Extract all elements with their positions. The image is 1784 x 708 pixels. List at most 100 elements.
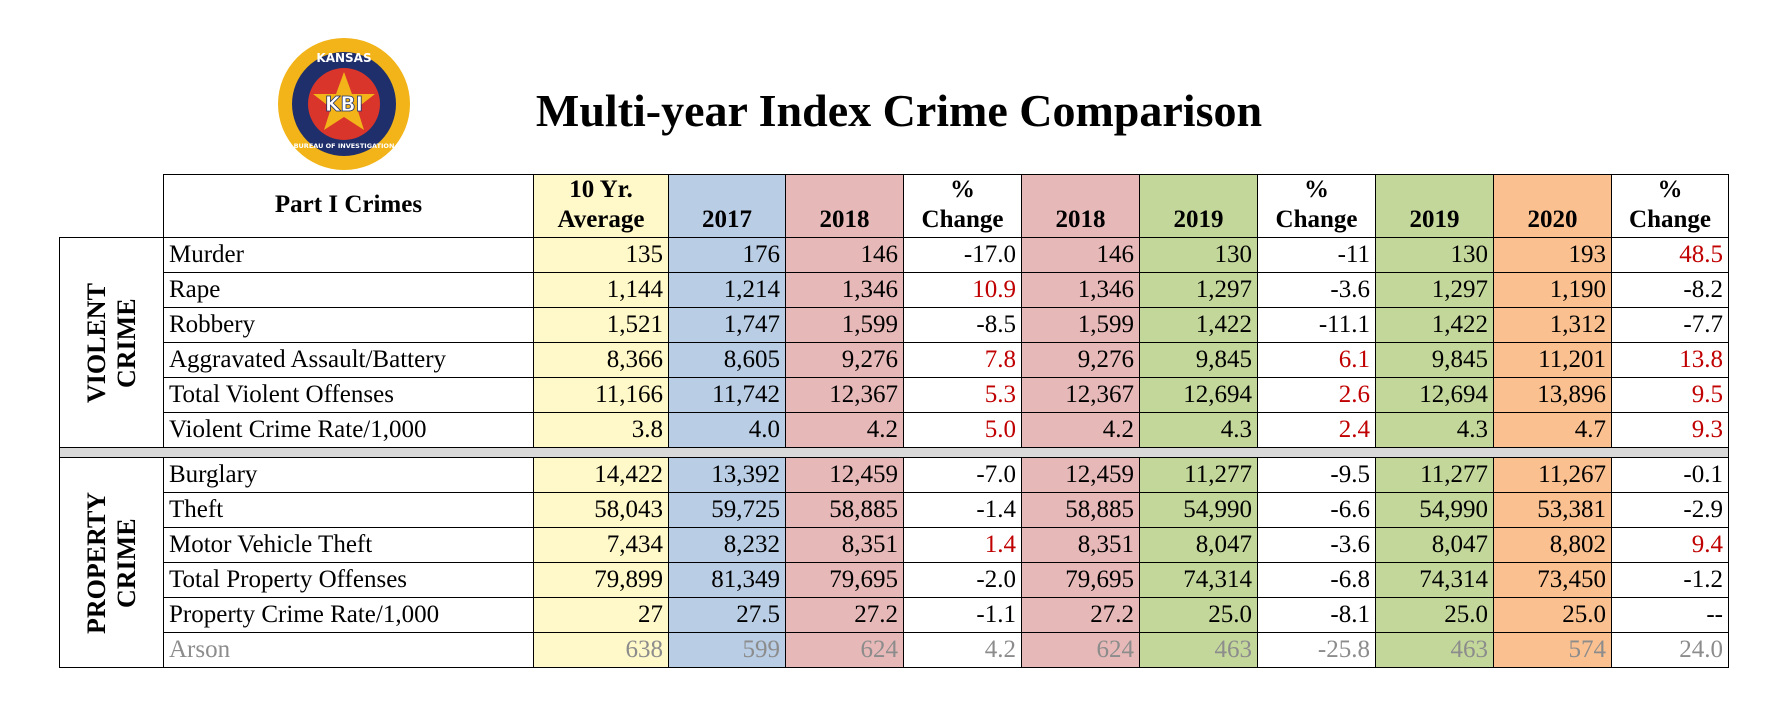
- cell: 8,232: [668, 527, 786, 563]
- cell: 6.1: [1257, 342, 1376, 378]
- cell: -0.1: [1611, 457, 1729, 493]
- cell: 135: [533, 237, 669, 273]
- cell: 48.5: [1611, 237, 1729, 273]
- section-line: CRIME: [111, 297, 141, 388]
- cell: 1,599: [785, 307, 904, 343]
- section-label: VIOLENT CRIME: [59, 237, 164, 448]
- cell: -8.2: [1611, 272, 1729, 308]
- separator-row: [59, 447, 1729, 458]
- cell: -9.5: [1257, 457, 1376, 493]
- cell: 59,725: [668, 492, 786, 528]
- cell: 1,599: [1021, 307, 1140, 343]
- header-line: Change: [1275, 206, 1358, 233]
- cell: -1.1: [903, 597, 1022, 633]
- cell: 74,314: [1139, 562, 1258, 598]
- logo-center-text: KBI: [325, 92, 363, 116]
- cell: 11,277: [1375, 457, 1494, 493]
- cell: 2.4: [1257, 412, 1376, 448]
- header-line: 2019: [1409, 206, 1460, 233]
- cell: 146: [1021, 237, 1140, 273]
- section-line: PROPERTY: [81, 491, 111, 634]
- cell: 574: [1493, 632, 1612, 668]
- cell: -2.0: [903, 562, 1022, 598]
- data-row: Rape 1,144 1,214 1,346 10.9 1,346 1,297 -3.6 1,2…: [60, 272, 1729, 308]
- cell: -3.6: [1257, 272, 1376, 308]
- cell: -1.4: [903, 492, 1022, 528]
- row-label: Arson: [163, 632, 534, 668]
- cell: 1,346: [785, 272, 904, 308]
- label-header: Part I Crimes: [163, 174, 534, 238]
- cell: 130: [1139, 237, 1258, 273]
- cell: 9,845: [1375, 342, 1494, 378]
- cell: -8.1: [1257, 597, 1376, 633]
- row-label: Total Property Offenses: [163, 562, 534, 598]
- cell: 12,694: [1375, 377, 1494, 413]
- header-line: Change: [921, 206, 1004, 233]
- cell: 146: [785, 237, 904, 273]
- data-row: VIOLENT CRIME Murder 135 176 146 -17.0 146 130 -1…: [59, 237, 1729, 448]
- column-header: 2018: [785, 174, 904, 238]
- header-line: 10 Yr.: [569, 176, 633, 203]
- cell: 9,276: [1021, 342, 1140, 378]
- cell: 9,845: [1139, 342, 1258, 378]
- cell: 8,047: [1375, 527, 1494, 563]
- data-row: Violent Crime Rate/1,000 3.8 4.0 4.2 5.0 4.2 4…: [60, 412, 1729, 448]
- header-line: Change: [1629, 206, 1711, 233]
- cell: 11,166: [533, 377, 669, 413]
- blank-corner: [60, 175, 164, 238]
- cell: 54,990: [1139, 492, 1258, 528]
- cell: 58,885: [1021, 492, 1140, 528]
- cell: 27.2: [785, 597, 904, 633]
- column-header: % Change: [1611, 174, 1729, 238]
- header-row: Part I Crimes 10 Yr. Average 2017 2018% Chang…: [60, 174, 1729, 238]
- cell: 27.5: [668, 597, 786, 633]
- cell: 463: [1139, 632, 1258, 668]
- row-label: Aggravated Assault/Battery: [163, 342, 534, 378]
- cell: 1,747: [668, 307, 786, 343]
- cell: -8.5: [903, 307, 1022, 343]
- cell: -6.8: [1257, 562, 1376, 598]
- column-header: % Change: [903, 174, 1022, 238]
- cell: 27.2: [1021, 597, 1140, 633]
- cell: 9.4: [1611, 527, 1729, 563]
- cell: 130: [1375, 237, 1494, 273]
- data-row: Robbery 1,521 1,747 1,599 -8.5 1,599 1,422 -11.…: [60, 307, 1729, 343]
- cell: 1,312: [1493, 307, 1612, 343]
- data-row: Total Property Offenses 79,899 81,349 79,69…: [60, 562, 1729, 598]
- cell: 13,896: [1493, 377, 1612, 413]
- cell: 79,899: [533, 562, 669, 598]
- cell: 1,346: [1021, 272, 1140, 308]
- cell: 54,990: [1375, 492, 1494, 528]
- cell: 1,521: [533, 307, 669, 343]
- cell: 7,434: [533, 527, 669, 563]
- data-row: Property Crime Rate/1,000 27 27.5 27.2 -1.1 2…: [60, 597, 1729, 633]
- row-label: Murder: [163, 237, 534, 273]
- header-line: %: [1304, 176, 1329, 203]
- cell: --: [1611, 597, 1729, 633]
- cell: 1,422: [1139, 307, 1258, 343]
- column-header: 2018: [1021, 174, 1140, 238]
- cell: -25.8: [1257, 632, 1376, 668]
- cell: 5.0: [903, 412, 1022, 448]
- cell: 5.3: [903, 377, 1022, 413]
- row-label: Motor Vehicle Theft: [163, 527, 534, 563]
- cell: 81,349: [668, 562, 786, 598]
- cell: 53,381: [1493, 492, 1612, 528]
- header-line: 2018: [1055, 206, 1106, 233]
- row-label: Violent Crime Rate/1,000: [163, 412, 534, 448]
- cell: 463: [1375, 632, 1494, 668]
- cell: 79,695: [1021, 562, 1140, 598]
- cell: 13.8: [1611, 342, 1729, 378]
- cell: 1,190: [1493, 272, 1612, 308]
- cell: 8,047: [1139, 527, 1258, 563]
- data-row: Arson 638 599 624 4.2 624 463 -25.8 463 574 24.0: [60, 632, 1729, 668]
- cell: 73,450: [1493, 562, 1612, 598]
- cell: 8,605: [668, 342, 786, 378]
- cell: -3.6: [1257, 527, 1376, 563]
- column-header: 2020: [1493, 174, 1612, 238]
- crime-table: Part I Crimes 10 Yr. Average 2017 2018% Chang…: [59, 174, 1729, 668]
- cell: -11.1: [1257, 307, 1376, 343]
- header-line: Average: [557, 206, 645, 233]
- cell: 12,367: [1021, 377, 1140, 413]
- logo-star: [313, 72, 375, 130]
